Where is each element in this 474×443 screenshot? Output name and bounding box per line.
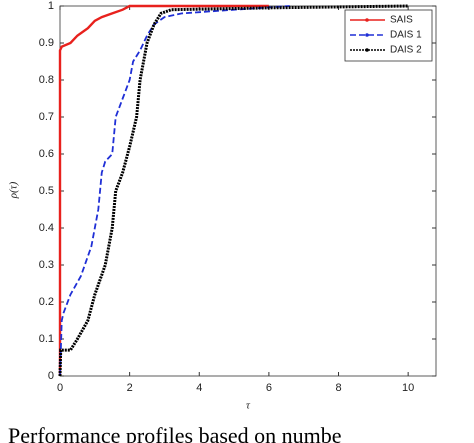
- series-line: [59, 5, 290, 377]
- y-tick-label: 0.7: [39, 111, 54, 123]
- series-line: [58, 4, 269, 376]
- y-tick-label: 0.2: [39, 296, 54, 308]
- x-tick-label: 2: [127, 382, 133, 394]
- legend-label: DAIS 1: [390, 30, 422, 41]
- y-tick-label: 0.5: [39, 185, 54, 197]
- y-tick-label: 0.1: [39, 333, 54, 345]
- x-tick-label: 4: [196, 382, 202, 394]
- legend-marker: [365, 33, 369, 37]
- legend-label: DAIS 2: [390, 45, 422, 56]
- x-axis-label: τ: [246, 400, 251, 412]
- caption: Performance profiles based on numbe: [8, 423, 342, 443]
- x-tick-label: 6: [266, 382, 272, 394]
- plot-area: [59, 5, 437, 377]
- x-tick-label: 10: [402, 382, 414, 394]
- y-tick-label: 0.8: [39, 74, 54, 86]
- y-tick-label: 0.6: [39, 148, 54, 160]
- y-tick-label: 0: [48, 370, 54, 382]
- series-line: [58, 4, 409, 377]
- legend-label: SAIS: [390, 15, 413, 26]
- x-tick-label: 0: [57, 382, 63, 394]
- legend-marker: [365, 48, 369, 52]
- y-tick-label: 0.3: [39, 259, 54, 271]
- x-tick-label: 8: [335, 382, 341, 394]
- y-axis-label: ρ(τ): [8, 181, 20, 199]
- y-tick-label: 0.4: [39, 222, 54, 234]
- legend-marker: [365, 18, 369, 22]
- y-tick-label: 1: [48, 0, 54, 12]
- y-tick-label: 0.9: [39, 37, 54, 49]
